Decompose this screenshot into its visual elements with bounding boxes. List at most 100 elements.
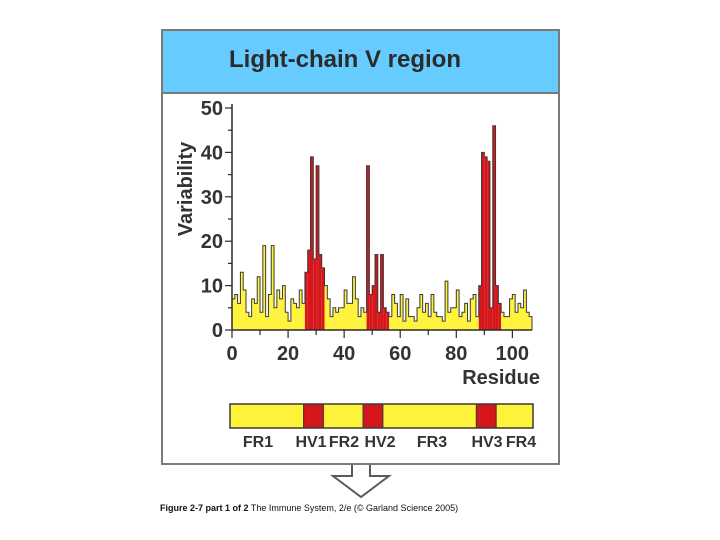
variability-bar [428,316,432,330]
segment-label: HV1 [295,434,326,451]
variability-bar [360,307,364,330]
variability-bar [296,307,300,330]
segment-label: FR2 [329,434,359,451]
variability-bar [414,321,418,330]
variability-bar [363,312,367,330]
variability-bar [358,316,361,330]
y-tick-label: 20 [201,231,223,253]
variability-bar [248,316,252,330]
variability-bar [293,303,297,330]
variability-bar [461,312,465,330]
variability-bar [349,303,353,330]
variability-bar [431,294,434,330]
variability-bar [447,312,451,330]
x-tick-label: 20 [277,343,299,365]
x-tick-label: 0 [226,343,237,365]
segment-label: FR1 [243,434,273,451]
variability-bar [473,294,476,330]
variability-bar [330,316,333,330]
variability-bar [509,298,513,330]
variability-bar [251,298,255,330]
variability-bar [439,316,443,330]
segment-bar-outline [229,403,534,429]
x-tick-label: 60 [389,343,411,365]
variability-bar [240,272,244,330]
variability-bar [237,303,241,330]
variability-bar [346,303,350,330]
variability-bar [517,303,521,330]
variability-bar [478,285,482,330]
variability-bar [445,281,448,330]
variability-bar [506,316,510,330]
variability-bar [324,285,328,330]
variability-bar [386,312,390,330]
variability-bar [501,312,504,330]
figure-caption: Figure 2-7 part 1 of 2 The Immune System… [160,503,458,513]
variability-bar [232,298,235,330]
variability-bar [282,285,286,330]
variability-bar [391,294,395,330]
variability-bar [366,165,370,330]
variability-bar [290,298,294,330]
variability-bar [335,312,339,330]
variability-bar [377,312,381,330]
variability-bar [492,125,496,330]
variability-bar [271,245,275,330]
caption-source: The Immune System, 2/e (© Garland Scienc… [250,503,459,513]
y-tick-label: 40 [201,142,223,164]
segment-label: HV2 [364,434,395,451]
variability-bar [276,290,280,330]
variability-bar [411,316,415,330]
variability-bar [310,156,314,330]
variability-profile-line [231,125,533,330]
variability-bar [389,316,392,330]
variability-bar [520,307,524,330]
variability-bar [475,316,479,330]
variability-bar [332,307,336,330]
variability-bar [304,272,308,330]
caption-figure-number: Figure 2-7 part 1 of 2 [160,503,249,513]
variability-bar [484,156,488,330]
x-tick-label: 80 [445,343,467,365]
variability-bar [442,321,446,330]
variability-bar [369,294,373,330]
variability-bar [453,307,457,330]
variability-bar [274,307,277,330]
variability-bar [523,290,527,330]
variability-bar [417,307,420,330]
variability-bar [459,316,462,330]
variability-bar [302,303,305,330]
variability-bar [495,285,499,330]
variability-bar [464,303,468,330]
variability-bar [425,303,429,330]
y-tick-label: 30 [201,187,223,209]
variability-bar [436,316,440,330]
chart-title: Light-chain V region [229,46,461,73]
variability-bar [285,312,289,330]
variability-bar [489,307,493,330]
x-tick-label: 100 [496,343,529,365]
variability-bar [338,307,342,330]
variability-bar [279,298,283,330]
variability-bar [503,316,507,330]
variability-bar [265,316,269,330]
variability-bar [408,316,412,330]
variability-bar [397,316,401,330]
variability-bar [234,294,238,330]
variability-bar [257,276,261,330]
variability-bar [498,303,502,330]
segment-label: HV3 [471,434,502,451]
variability-bar [467,321,471,330]
variability-bar [450,307,454,330]
variability-bar [246,312,249,330]
segment-label: FR3 [417,434,447,451]
variability-bar [515,312,518,330]
variability-bar [383,307,387,330]
variability-bar [394,303,398,330]
variability-bar [262,245,266,330]
y-axis-label: Variability [175,141,197,236]
variability-bar [374,254,378,330]
variability-bar [422,312,426,330]
variability-bar [299,290,303,330]
variability-bar [487,161,490,330]
